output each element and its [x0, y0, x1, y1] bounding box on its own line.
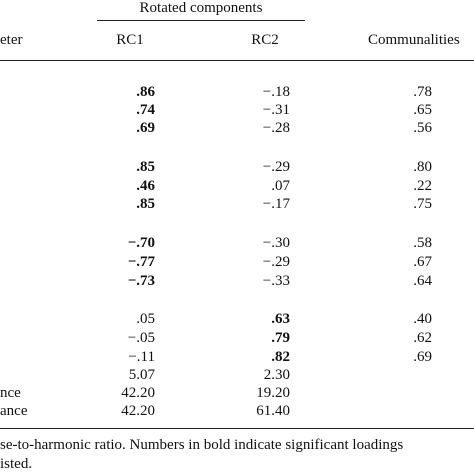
cell: .79 [271, 330, 290, 346]
row-label: ance [0, 403, 28, 419]
cell: .07 [271, 178, 290, 194]
cell: 42.20 [121, 385, 155, 401]
cell: −.05 [127, 330, 155, 346]
cell: .46 [136, 178, 155, 194]
cell: −.30 [262, 235, 290, 251]
cell: −.77 [127, 254, 155, 270]
cell: 42.20 [121, 403, 155, 419]
cell: −.18 [262, 84, 290, 100]
cell: .05 [136, 311, 155, 327]
cell: −.29 [262, 159, 290, 175]
cell: .56 [413, 120, 432, 136]
cell: .67 [413, 254, 432, 270]
cell: .82 [271, 349, 290, 365]
cell: −.29 [262, 254, 290, 270]
cell: −.70 [127, 235, 155, 251]
cell: .69 [136, 120, 155, 136]
group-rule [97, 20, 305, 21]
cell: .69 [413, 349, 432, 365]
row-label: nce [0, 385, 21, 401]
cell: .22 [413, 178, 432, 194]
cell: .64 [413, 273, 432, 289]
cell: −.33 [262, 273, 290, 289]
cell: .86 [136, 84, 155, 100]
header-rule [0, 60, 474, 61]
cell: .62 [413, 330, 432, 346]
cell: .85 [136, 159, 155, 175]
cell: 19.20 [256, 385, 290, 401]
cell: .58 [413, 235, 432, 251]
cell: 2.30 [263, 367, 290, 383]
column-header: RC1 [116, 32, 144, 48]
footnote: se-to-harmonic ratio. Numbers in bold in… [0, 437, 404, 453]
cell: .40 [413, 311, 432, 327]
cell: .74 [136, 102, 155, 118]
cell: −.28 [262, 120, 290, 136]
column-header: eter [0, 32, 23, 48]
column-header: RC2 [251, 32, 279, 48]
footnote: isted. [0, 456, 33, 472]
cell: −.73 [127, 273, 155, 289]
cell: 5.07 [128, 367, 155, 383]
cell: .75 [413, 196, 432, 212]
cell: .78 [413, 84, 432, 100]
cell: −.17 [262, 196, 290, 212]
cell: .80 [413, 159, 432, 175]
group-header: Rotated components [139, 0, 263, 16]
cell: −.11 [128, 349, 155, 365]
bottom-rule [0, 428, 474, 429]
column-header: Communalities [368, 32, 460, 48]
cell: .65 [413, 102, 432, 118]
cell: −.31 [262, 102, 290, 118]
cell: .63 [271, 311, 290, 327]
cell: .85 [136, 196, 155, 212]
cell: 61.40 [256, 403, 290, 419]
